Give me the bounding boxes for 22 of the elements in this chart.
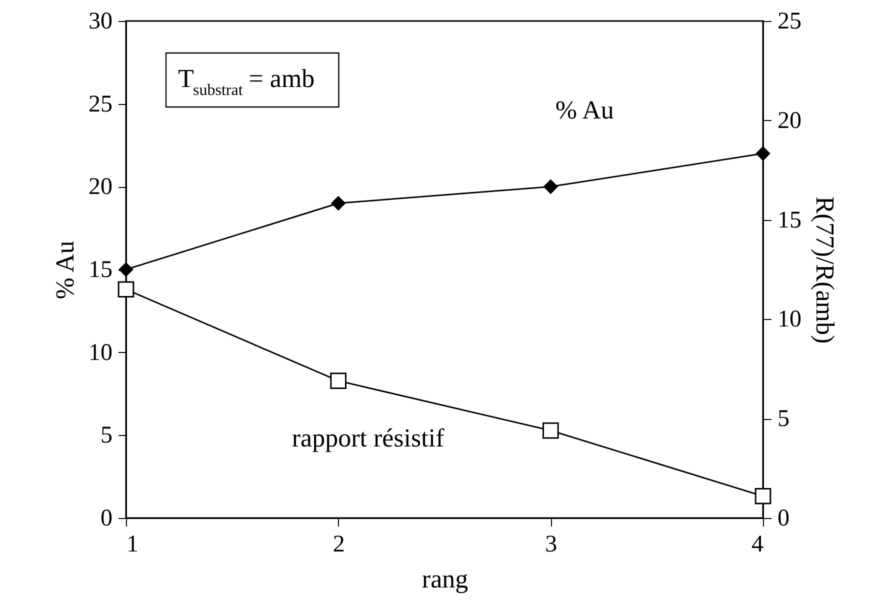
y2-tick-label: 15 <box>778 207 802 234</box>
y-tick-label: 5 <box>100 422 112 449</box>
y2-tick-label: 10 <box>778 306 802 333</box>
x-tick-label: 2 <box>332 532 345 558</box>
y-axis-title: % Au <box>50 240 80 300</box>
y2-tick-label: 25 <box>778 8 802 34</box>
y-tick-label: 15 <box>88 257 112 283</box>
y2-tick-label: 20 <box>778 108 802 134</box>
y2-tick-label: 5 <box>778 406 790 432</box>
y-tick-label: 0 <box>100 506 112 532</box>
x-tick-label: 4 <box>752 532 764 558</box>
x-axis-title: rang <box>422 564 468 594</box>
series-label: rapport résistif <box>292 423 445 452</box>
y2-axis-title: R(77)/R(amb) <box>810 196 840 344</box>
y-tick-label: 30 <box>88 8 112 34</box>
x-tick-label: 3 <box>545 532 558 558</box>
y-tick-label: 10 <box>88 340 112 366</box>
y-tick-label: 25 <box>88 91 112 118</box>
y2-tick-label: 0 <box>778 506 790 532</box>
x-tick-label: 1 <box>126 532 138 558</box>
y-tick-label: 20 <box>88 174 112 200</box>
series-label: % Au <box>555 95 614 124</box>
